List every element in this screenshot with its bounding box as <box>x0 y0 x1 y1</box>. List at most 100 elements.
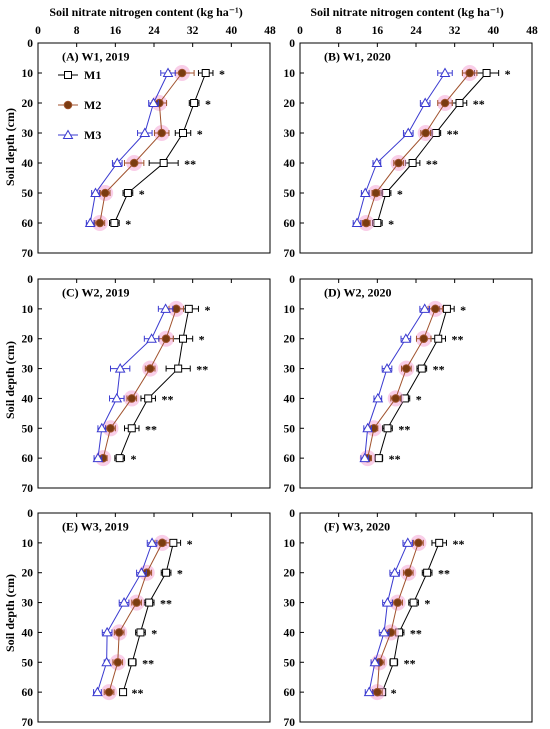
data-point <box>402 364 411 373</box>
significance-label: * <box>219 67 225 81</box>
data-point <box>128 658 137 667</box>
significance-label: ** <box>389 452 401 466</box>
significance-label: ** <box>473 97 485 111</box>
series-m2 <box>95 300 185 467</box>
significance-label: ** <box>426 157 438 171</box>
significance-label: * <box>505 67 511 81</box>
y-tick-label: 0 <box>289 38 295 50</box>
data-point <box>403 568 413 578</box>
data-point <box>96 422 108 433</box>
series-m1 <box>119 538 182 697</box>
x-axis-title-left: Soil nitrate nitrogen content (kg ha⁻¹) <box>49 5 242 19</box>
y-tick-label: 0 <box>289 274 295 286</box>
significance-label: * <box>177 567 183 581</box>
y-axis-title-row3: Soil depth (cm) <box>3 574 17 652</box>
x-tick-label: 48 <box>526 25 538 37</box>
legend-marker <box>64 71 72 79</box>
y-tick-label: 0 <box>27 508 33 520</box>
data-point <box>442 304 451 313</box>
series-line <box>89 72 169 224</box>
significance-label: ** <box>438 567 450 581</box>
data-point <box>160 303 171 313</box>
data-point <box>359 452 371 463</box>
significance-label: ** <box>451 333 463 347</box>
data-point <box>373 219 382 227</box>
y-tick-label: 0 <box>27 274 33 286</box>
data-point <box>361 218 371 228</box>
series-line <box>108 542 163 693</box>
y-tick-label: 70 <box>284 717 296 729</box>
data-point <box>419 97 431 107</box>
data-point <box>146 333 157 343</box>
y-tick-label: 60 <box>22 218 34 230</box>
y-tick-label: 50 <box>22 423 34 435</box>
data-point <box>132 598 141 607</box>
significance-label: ** <box>410 626 422 640</box>
data-point <box>184 304 193 313</box>
data-point <box>159 159 168 167</box>
panel-1: 0 10 20 30 40 50 60 70 0 8 16 24 32 40 48 (A) W1, 2019 *… <box>22 25 277 260</box>
data-point <box>119 688 128 697</box>
significance-label: * <box>424 597 430 611</box>
data-point <box>157 538 167 548</box>
series-line <box>376 542 419 693</box>
x-tick-label: 8 <box>74 25 80 37</box>
panel-title: (A) W1, 2019 <box>62 50 129 64</box>
data-point <box>431 304 440 314</box>
data-point <box>373 687 382 697</box>
y-tick-label: 20 <box>284 98 296 110</box>
significance-label: * <box>460 303 466 317</box>
series-m3 <box>363 537 414 697</box>
x-tick-label: 32 <box>449 25 461 37</box>
y-tick-label: 20 <box>284 334 296 346</box>
data-point <box>146 537 158 547</box>
significance-label: ** <box>142 656 154 670</box>
data-point <box>111 392 123 403</box>
data-point <box>434 334 443 343</box>
data-point <box>114 363 126 373</box>
series-m1 <box>372 69 500 227</box>
data-point <box>136 567 147 577</box>
data-point <box>381 363 393 373</box>
series-m2 <box>91 65 195 231</box>
data-point <box>455 99 464 107</box>
data-point <box>111 157 123 167</box>
plot-frame <box>299 42 533 254</box>
series-line <box>356 72 446 224</box>
data-point <box>139 127 151 137</box>
data-point <box>383 424 392 433</box>
panel-title: (D) W2, 2020 <box>324 285 391 299</box>
plot-frame <box>299 278 533 489</box>
x-tick-label: 48 <box>264 25 276 37</box>
y-axis-title-row2: Soil depth (cm) <box>3 341 17 419</box>
data-point <box>389 567 401 577</box>
y-tick-label: 60 <box>284 687 296 699</box>
y-tick-label: 50 <box>22 188 34 200</box>
data-point <box>374 454 383 463</box>
y-tick-label: 20 <box>22 334 34 346</box>
significance-label: * <box>204 303 210 317</box>
data-point <box>417 364 426 373</box>
data-point <box>136 628 145 637</box>
data-point <box>171 304 181 314</box>
x-tick-label: 0 <box>35 25 41 37</box>
data-point <box>161 334 171 344</box>
data-point <box>391 394 401 403</box>
y-tick-label: 50 <box>22 657 34 669</box>
legend-label: M1 <box>84 68 101 82</box>
significance-label: ** <box>452 537 464 551</box>
x-tick-label: 16 <box>110 25 122 37</box>
data-point <box>371 188 381 198</box>
legend-marker <box>63 100 73 110</box>
panel-title: (E) W3, 2019 <box>62 519 129 533</box>
y-tick-label: 30 <box>284 128 296 140</box>
data-point <box>363 686 375 697</box>
data-point <box>162 67 174 77</box>
y-tick-label: 40 <box>284 393 296 405</box>
y-axis-title-row1: Soil depth (cm) <box>3 108 17 186</box>
data-point <box>435 538 444 547</box>
data-point <box>378 626 390 637</box>
data-point <box>402 537 414 547</box>
series-line <box>367 308 436 459</box>
